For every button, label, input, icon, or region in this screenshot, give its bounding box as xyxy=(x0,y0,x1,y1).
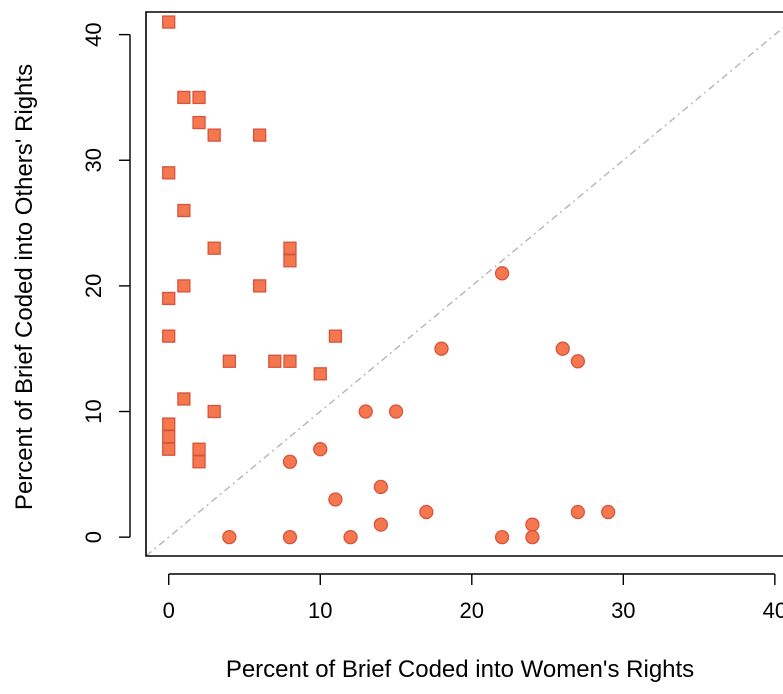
square-point xyxy=(177,203,191,218)
square-point xyxy=(222,354,236,368)
square-point xyxy=(313,367,327,381)
circle-point xyxy=(328,492,343,507)
square-point xyxy=(283,254,297,268)
y-axis: 0 10 20 30 40 xyxy=(81,22,131,543)
square-point xyxy=(162,329,176,343)
x-axis: 0 10 20 30 40 xyxy=(163,573,783,623)
circle-point xyxy=(222,530,237,545)
square-point xyxy=(283,354,297,368)
circle-point xyxy=(555,341,570,356)
square-point xyxy=(252,279,267,293)
square-point xyxy=(207,241,221,255)
circle-point xyxy=(494,530,510,545)
square-point xyxy=(207,404,221,419)
circle-point xyxy=(525,517,540,532)
circle-point xyxy=(494,266,510,281)
circle-point xyxy=(282,530,298,545)
data-points xyxy=(162,15,616,545)
square-point xyxy=(252,128,267,142)
square-point xyxy=(162,417,176,431)
square-point xyxy=(192,90,206,105)
y-tick-label: 0 xyxy=(81,531,106,543)
circle-point xyxy=(388,404,404,419)
x-tick-label: 40 xyxy=(763,598,783,623)
circle-point xyxy=(373,479,389,495)
square-point xyxy=(162,291,176,306)
x-axis-label: Percent of Brief Coded into Women's Righ… xyxy=(226,656,694,683)
square-point xyxy=(177,279,191,293)
y-tick-label: 30 xyxy=(81,148,106,172)
y-axis-label: Percent of Brief Coded into Others' Righ… xyxy=(11,64,38,510)
circle-point xyxy=(419,504,434,520)
x-tick-label: 10 xyxy=(308,598,332,623)
square-point xyxy=(177,392,191,406)
circle-point xyxy=(373,517,389,532)
plot-frame xyxy=(145,11,783,557)
diagonal-reference-line xyxy=(145,26,783,557)
circle-point xyxy=(570,504,586,520)
y-tick-label: 20 xyxy=(81,274,106,298)
circle-point xyxy=(343,530,358,545)
circle-point xyxy=(282,454,298,469)
y-tick-label: 40 xyxy=(81,22,106,46)
circle-point xyxy=(601,504,616,520)
square-point xyxy=(192,455,206,469)
x-tick-label: 30 xyxy=(611,598,635,623)
circle-point xyxy=(313,442,328,457)
square-point xyxy=(162,429,176,444)
square-point xyxy=(207,128,221,142)
square-point xyxy=(177,90,191,105)
square-point xyxy=(162,442,176,456)
square-point xyxy=(328,329,343,343)
square-point xyxy=(162,15,176,29)
circle-point xyxy=(434,341,449,356)
y-tick-label: 10 xyxy=(81,399,106,423)
circle-point xyxy=(525,530,540,545)
x-tick-label: 20 xyxy=(460,598,484,623)
square-point xyxy=(268,354,282,368)
circle-point xyxy=(570,354,586,369)
square-point xyxy=(192,442,206,456)
square-point xyxy=(162,166,176,180)
square-point xyxy=(283,241,297,255)
x-tick-label: 0 xyxy=(163,598,175,623)
square-point xyxy=(192,115,206,130)
circle-point xyxy=(358,404,373,419)
